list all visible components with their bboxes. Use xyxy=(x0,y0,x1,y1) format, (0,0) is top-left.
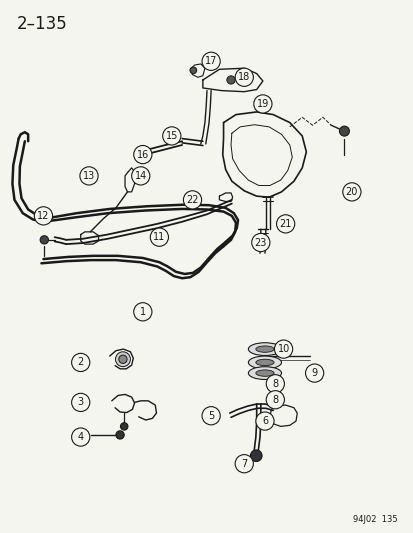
Circle shape xyxy=(162,127,180,145)
Circle shape xyxy=(235,455,253,473)
Circle shape xyxy=(202,407,220,425)
Text: 15: 15 xyxy=(165,131,178,141)
Text: 17: 17 xyxy=(204,56,217,66)
Circle shape xyxy=(131,167,150,185)
Circle shape xyxy=(71,353,90,372)
Text: 21: 21 xyxy=(279,219,291,229)
Text: 23: 23 xyxy=(254,238,266,247)
Text: 3: 3 xyxy=(78,398,83,407)
Circle shape xyxy=(276,215,294,233)
Circle shape xyxy=(202,52,220,70)
Text: 20: 20 xyxy=(345,187,357,197)
Ellipse shape xyxy=(255,359,273,366)
Circle shape xyxy=(226,76,235,84)
Ellipse shape xyxy=(248,356,281,369)
Text: 2: 2 xyxy=(77,358,84,367)
Ellipse shape xyxy=(248,367,281,379)
Circle shape xyxy=(250,450,261,462)
Circle shape xyxy=(305,364,323,382)
Circle shape xyxy=(34,207,52,225)
Circle shape xyxy=(71,428,90,446)
Circle shape xyxy=(133,303,152,321)
Text: 14: 14 xyxy=(134,171,147,181)
Circle shape xyxy=(339,126,349,136)
Circle shape xyxy=(116,431,124,439)
Circle shape xyxy=(253,95,271,113)
Ellipse shape xyxy=(248,343,281,356)
Text: 10: 10 xyxy=(277,344,289,354)
Circle shape xyxy=(251,233,269,252)
Circle shape xyxy=(235,68,253,86)
Text: 2–135: 2–135 xyxy=(17,15,67,33)
Text: 8: 8 xyxy=(272,395,278,405)
Circle shape xyxy=(266,391,284,409)
Circle shape xyxy=(259,101,267,109)
Ellipse shape xyxy=(255,370,273,376)
Text: 4: 4 xyxy=(78,432,83,442)
Text: 16: 16 xyxy=(136,150,149,159)
Circle shape xyxy=(274,340,292,358)
Circle shape xyxy=(190,67,196,74)
Circle shape xyxy=(40,236,48,244)
Text: 11: 11 xyxy=(153,232,165,242)
Text: 9: 9 xyxy=(311,368,317,378)
Ellipse shape xyxy=(255,346,273,352)
Text: 8: 8 xyxy=(272,379,278,389)
Circle shape xyxy=(115,352,130,367)
Text: 18: 18 xyxy=(237,72,250,82)
Circle shape xyxy=(342,183,360,201)
Text: 7: 7 xyxy=(240,459,247,469)
Text: 22: 22 xyxy=(186,195,198,205)
Circle shape xyxy=(255,412,273,430)
Text: 1: 1 xyxy=(140,307,145,317)
Circle shape xyxy=(150,228,168,246)
Text: 13: 13 xyxy=(83,171,95,181)
Circle shape xyxy=(133,146,152,164)
Text: 12: 12 xyxy=(37,211,50,221)
Circle shape xyxy=(80,167,98,185)
Text: 19: 19 xyxy=(256,99,268,109)
Circle shape xyxy=(120,423,128,430)
Text: 5: 5 xyxy=(207,411,214,421)
Text: 94J02  135: 94J02 135 xyxy=(352,515,396,524)
Circle shape xyxy=(183,191,201,209)
Text: 6: 6 xyxy=(261,416,267,426)
Circle shape xyxy=(71,393,90,411)
Circle shape xyxy=(266,375,284,393)
Circle shape xyxy=(119,355,127,364)
